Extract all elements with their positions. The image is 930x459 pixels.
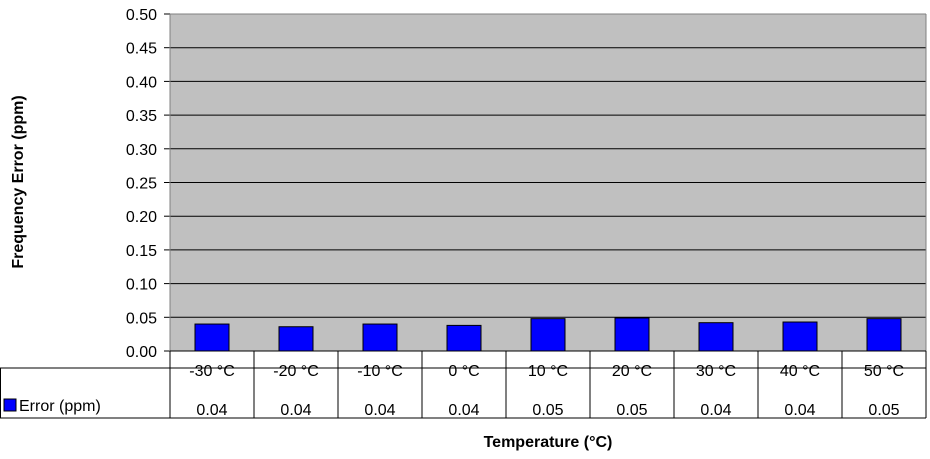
y-tick-label: 0.35 (126, 108, 157, 125)
x-tick-label: -30 °C (189, 363, 235, 380)
x-tick-label: 50 °C (864, 363, 904, 380)
table-value-label: 0.05 (616, 402, 647, 419)
x-tick-label: 0 °C (448, 363, 479, 380)
bar (278, 326, 314, 352)
x-tick-label: -10 °C (357, 363, 403, 380)
table-value-label: 0.04 (364, 402, 395, 419)
legend-swatch (3, 398, 17, 412)
y-tick-label: 0.50 (126, 7, 157, 24)
y-tick-label: 0.45 (126, 41, 157, 58)
x-tick-label: 40 °C (780, 363, 820, 380)
y-tick-label: 0.25 (126, 176, 157, 193)
bar (866, 318, 902, 352)
x-tick-label: -20 °C (273, 363, 319, 380)
bar (446, 324, 482, 352)
table-value-label: 0.04 (784, 402, 815, 419)
x-axis-title: Temperature (°C) (484, 434, 613, 451)
bar (362, 323, 398, 352)
table-value-label: 0.04 (700, 402, 731, 419)
axes: 0.00 0.05 0.10 0.15 0.20 0.25 0.30 0.35 0.40 0.45… (126, 7, 927, 361)
y-tick-label: 0.30 (126, 142, 157, 159)
y-tick-label: 0.20 (126, 209, 157, 226)
bar (194, 323, 230, 352)
table-value-label: 0.05 (868, 402, 899, 419)
bar (698, 322, 734, 352)
x-tick-label: 30 °C (696, 363, 736, 380)
table-value-label: 0.04 (448, 402, 479, 419)
table-value-label: 0.05 (532, 402, 563, 419)
bar (614, 317, 650, 352)
y-tick-label: 0.05 (126, 310, 157, 327)
y-tick-label: 0.15 (126, 243, 157, 260)
x-tick-label: 20 °C (612, 363, 652, 380)
x-tick-label: 10 °C (528, 363, 568, 380)
bars (194, 317, 902, 352)
y-tick-label: 0.00 (126, 344, 157, 361)
table-value-label: 0.04 (280, 402, 311, 419)
table-value-label: 0.04 (196, 402, 227, 419)
data-table: -30 °C 0.04 -20 °C 0.04 -10 °C 0.04 0 °C 0.04 10… (0, 350, 927, 419)
bar (530, 318, 566, 352)
y-tick-label: 0.40 (126, 74, 157, 91)
legend-label: Error (ppm) (19, 398, 101, 415)
y-tick-label: 0.10 (126, 277, 157, 294)
bar (782, 321, 818, 352)
y-axis-title: Frequency Error (ppm) (10, 95, 27, 268)
